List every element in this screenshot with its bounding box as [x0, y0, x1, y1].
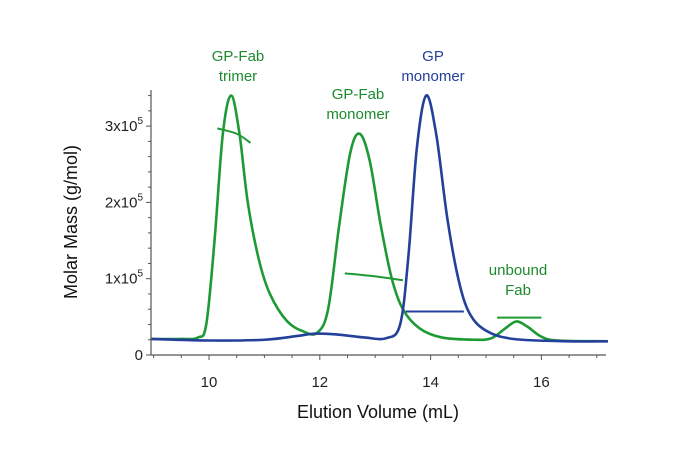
molar-mass-segment — [217, 127, 252, 144]
x-tick-label: 14 — [422, 374, 439, 391]
annotation-line: GP-Fab — [211, 48, 265, 65]
annotation-gp-monomer: GP monomer — [385, 47, 481, 87]
annotation-line: monomer — [401, 68, 465, 85]
y-tick-label: 1x105 — [105, 269, 144, 288]
chromatogram-trace — [150, 94, 608, 343]
annotation-gp-fab-trimer: GP-Fab trimer — [198, 47, 278, 87]
annotation-line: monomer — [326, 106, 390, 123]
chromatogram-trace — [150, 94, 608, 343]
annotation-gp-fab-monomer: GP-Fab monomer — [310, 85, 406, 125]
annotation-line: Fab — [505, 282, 531, 299]
y-axis-title: Molar Mass (g/mol) — [61, 145, 81, 299]
y-tick-label: 2x105 — [105, 192, 144, 211]
x-axis-title: Elution Volume (mL) — [297, 402, 459, 422]
chart-axes: 10 12 14 16 0 1x105 2x105 3x105 Elution Volume (… — [61, 90, 606, 422]
y-tick-label: 3x105 — [105, 116, 144, 135]
annotation-line: trimer — [218, 68, 258, 85]
annotation-line: GP-Fab — [331, 86, 385, 103]
annotation-unbound-fab: unbound Fab — [478, 261, 558, 301]
x-tick-label: 12 — [311, 374, 328, 391]
molar-mass-segment — [344, 272, 404, 282]
chart-curves — [150, 94, 608, 343]
annotation-line: GP — [422, 48, 444, 65]
annotation-line: unbound — [488, 262, 548, 279]
x-tick-label: 10 — [201, 374, 218, 391]
y-tick-label: 0 — [135, 347, 143, 364]
x-tick-label: 16 — [533, 374, 550, 391]
